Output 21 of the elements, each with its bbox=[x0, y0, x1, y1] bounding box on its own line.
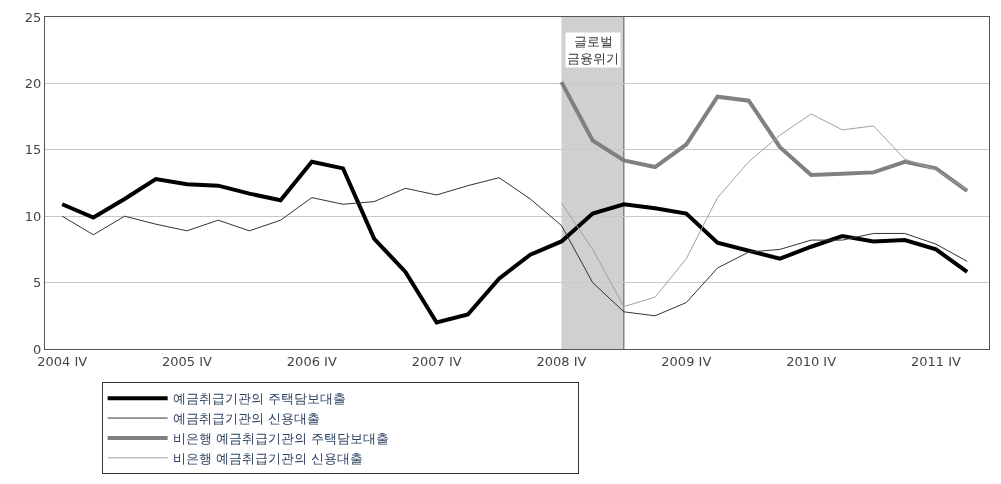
y-tick-label: 20 bbox=[24, 75, 42, 91]
line-series bbox=[61, 177, 968, 317]
legend-label: 예금취급기관의 신용대출 bbox=[172, 411, 320, 427]
line-series bbox=[559, 80, 970, 193]
y-tick-label: 15 bbox=[24, 142, 42, 158]
x-tick-label: 2006 IV bbox=[286, 353, 337, 369]
y-tick-label: 5 bbox=[33, 275, 42, 291]
legend-label: 비은행 예금취급기관의 신용대출 bbox=[172, 450, 363, 466]
legend-label: 예금취급기관의 주택담보대출 bbox=[172, 391, 346, 407]
x-tick-label: 2011 IV bbox=[910, 353, 962, 369]
y-tick-label: 25 bbox=[24, 9, 42, 25]
legend-label: 비은행 예금취급기관의 주택담보대출 bbox=[172, 431, 389, 447]
x-tick-label: 2010 IV bbox=[786, 353, 837, 369]
annotation: 글로벌 금융위기 bbox=[567, 34, 619, 66]
line-series bbox=[560, 113, 968, 307]
y-tick-label: 10 bbox=[24, 208, 42, 224]
x-tick-label: 2005 IV bbox=[162, 353, 213, 369]
x-tick-label: 2009 IV bbox=[661, 353, 712, 369]
x-tick-label: 2007 IV bbox=[411, 353, 462, 369]
line-series bbox=[60, 159, 970, 325]
x-tick-label: 2008 IV bbox=[536, 353, 587, 369]
